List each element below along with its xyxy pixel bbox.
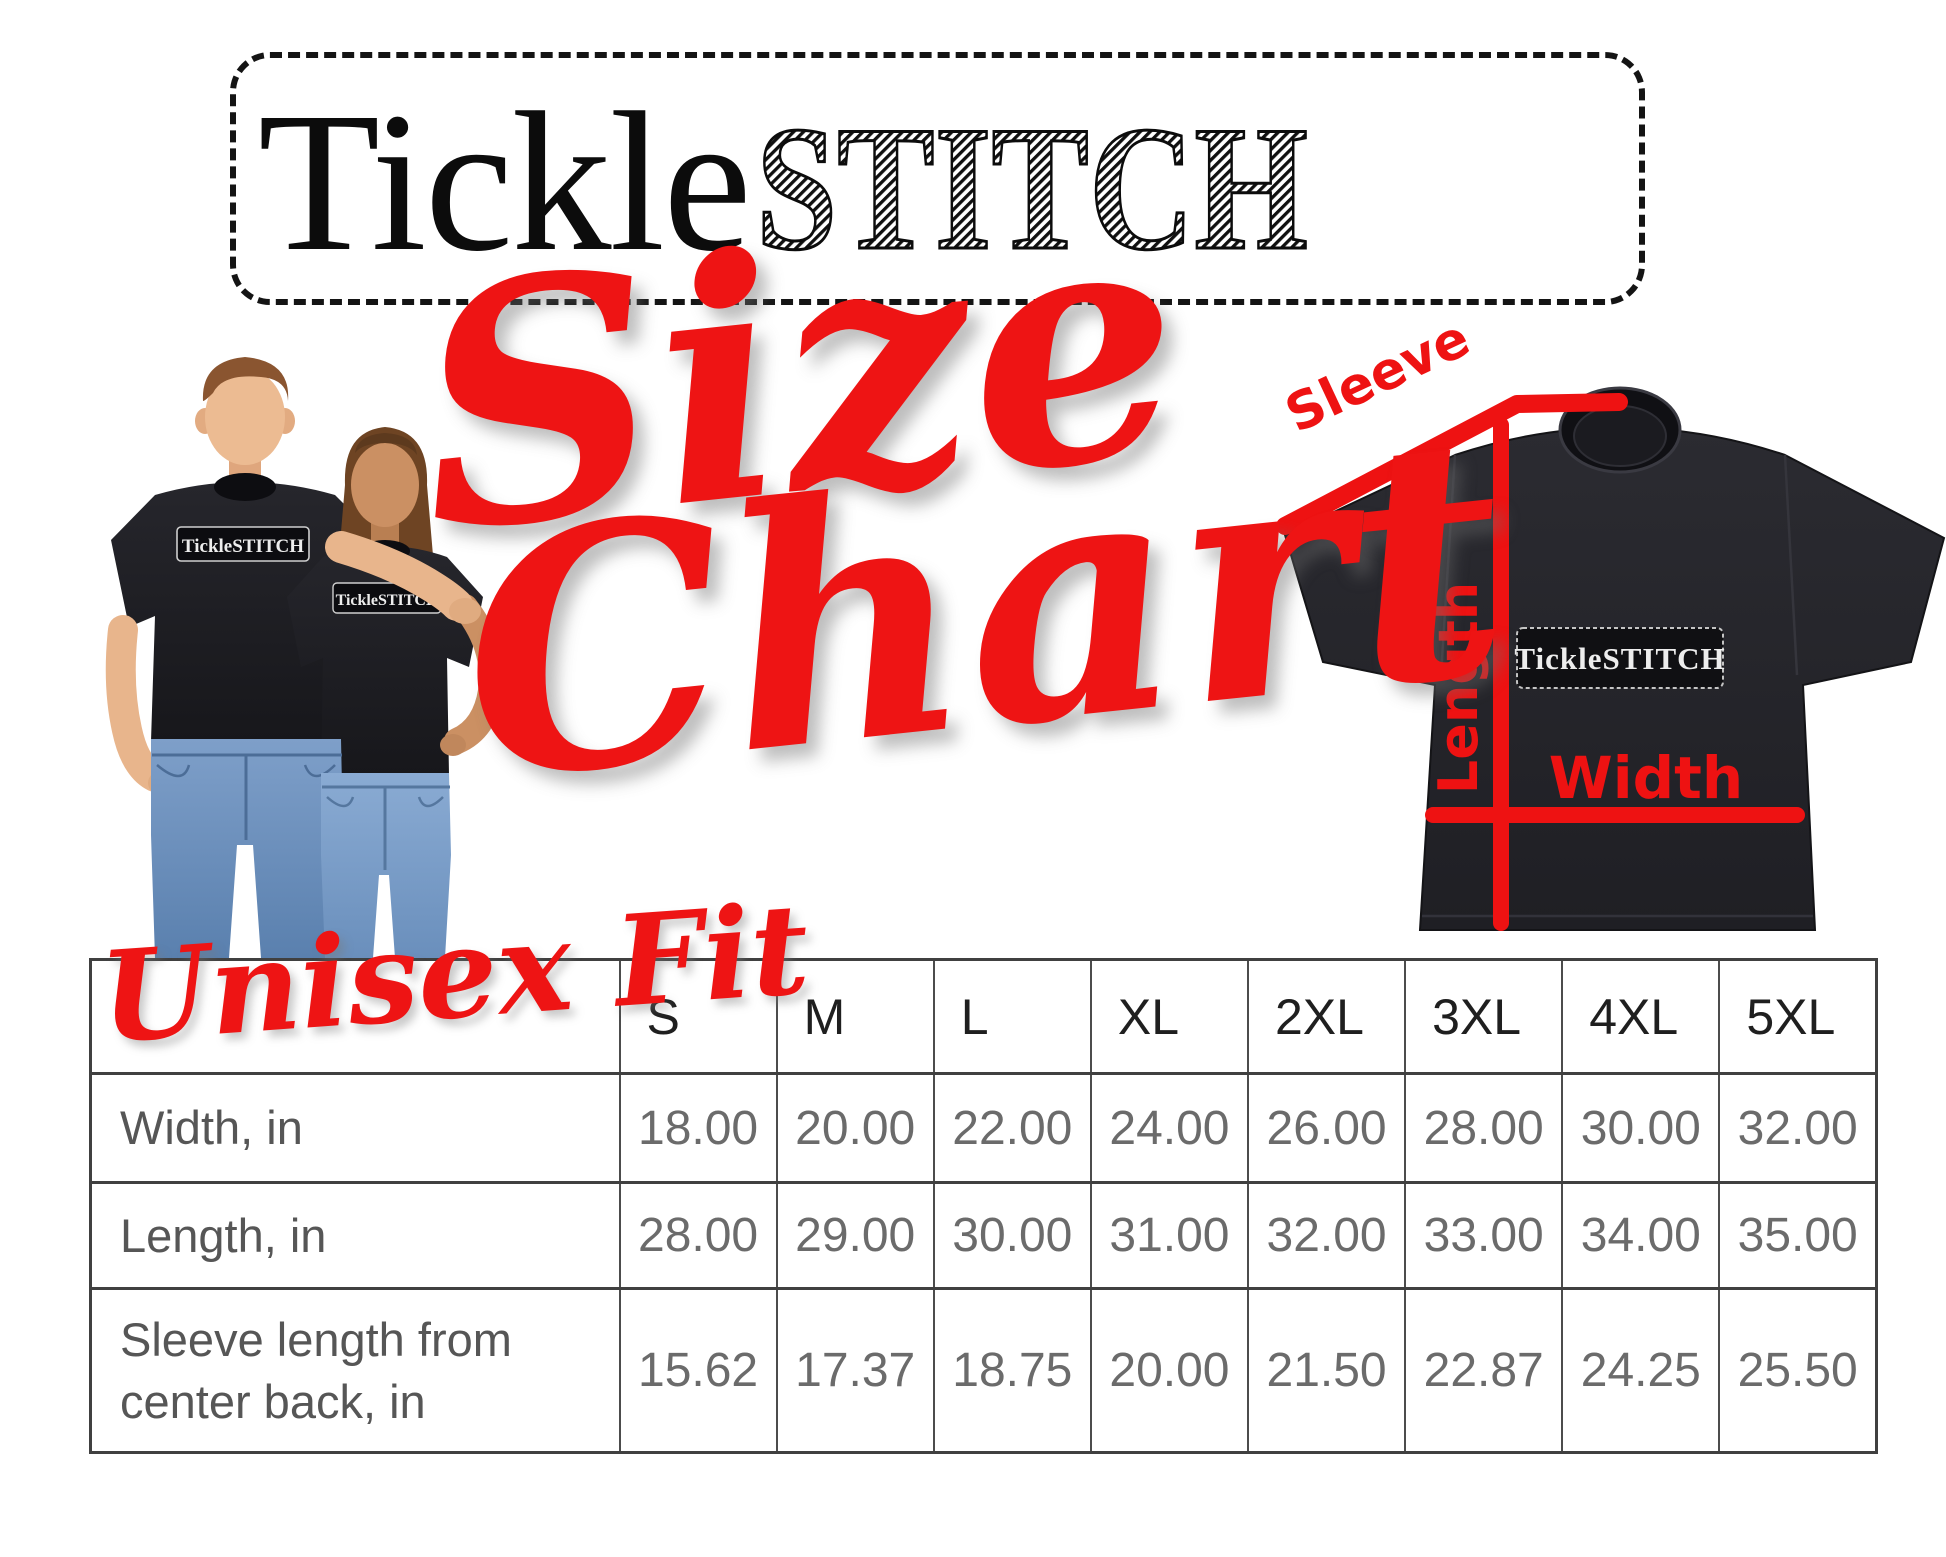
width-value-xl: 24.00	[1089, 1072, 1250, 1184]
diagram-shirt-logo-text: TickleSTITCH	[1514, 641, 1725, 676]
sleeve-value-m: 17.37	[775, 1287, 935, 1454]
size-header-s: S	[618, 958, 778, 1075]
woman-face	[351, 443, 419, 527]
man-right-arm	[105, 615, 170, 792]
width-value-2xl: 26.00	[1246, 1072, 1407, 1184]
brand-name-stitch-text: STITCH	[756, 89, 1308, 286]
size-header-4xl: 4XL	[1561, 958, 1721, 1075]
man-shirt-logo-patch	[176, 526, 310, 562]
sleeve-value-4xl: 24.25	[1561, 1287, 1721, 1454]
sleeve-measure-line	[1276, 393, 1628, 535]
table-header-row: S M L XL 2XL 3XL 4XL 5XL	[89, 958, 1878, 1075]
man-shirt-logo-text: TickleSTITCH	[182, 536, 304, 557]
man-face	[205, 369, 285, 465]
width-value-s: 18.00	[618, 1072, 778, 1184]
tshirt-measurement-diagram: TickleSTITCH Sleeve Length Width	[1276, 330, 1946, 931]
length-value-3xl: 33.00	[1404, 1181, 1564, 1290]
width-value-m: 20.00	[775, 1072, 935, 1184]
width-value-5xl: 32.00	[1718, 1072, 1878, 1184]
length-value-4xl: 34.00	[1561, 1181, 1721, 1290]
man-left-arm	[325, 531, 473, 621]
width-value-4xl: 30.00	[1561, 1072, 1721, 1184]
row-label-sleeve: Sleeve length from center back, in	[89, 1287, 621, 1454]
sleeve-value-2xl: 21.50	[1246, 1287, 1407, 1454]
size-header-m: M	[775, 958, 935, 1075]
size-header-l: L	[932, 958, 1092, 1075]
length-value-2xl: 32.00	[1246, 1181, 1407, 1290]
sleeve-value-xl: 20.00	[1089, 1287, 1250, 1454]
length-value-s: 28.00	[618, 1181, 778, 1290]
size-header-xl: XL	[1089, 958, 1250, 1075]
model-man: TickleSTITCH	[105, 357, 380, 796]
row-label-width: Width, in	[89, 1072, 621, 1184]
woman-left-arm	[444, 594, 505, 754]
length-value-l: 30.00	[932, 1181, 1092, 1290]
sleeve-value-5xl: 25.50	[1718, 1287, 1878, 1454]
width-value-3xl: 28.00	[1404, 1072, 1564, 1184]
man-jeans	[151, 739, 343, 958]
table-row-sleeve: Sleeve length from center back, in 15.62…	[89, 1287, 1878, 1454]
size-header-2xl: 2XL	[1246, 958, 1407, 1075]
length-label: Length	[1427, 582, 1490, 794]
length-value-xl: 31.00	[1089, 1181, 1250, 1290]
size-header-3xl: 3XL	[1404, 958, 1564, 1075]
man-hair	[202, 357, 289, 401]
size-header-5xl: 5XL	[1718, 958, 1878, 1075]
length-value-5xl: 35.00	[1718, 1181, 1878, 1290]
table-row-width: Width, in 18.00 20.00 22.00 24.00 26.00 …	[89, 1072, 1878, 1184]
row-label-length: Length, in	[89, 1181, 621, 1290]
brand-name-stitch: STITCH	[755, 88, 1310, 287]
sleeve-value-3xl: 22.87	[1404, 1287, 1564, 1454]
title-word-chart: Chart	[444, 360, 1523, 856]
size-table: S M L XL 2XL 3XL 4XL 5XL Width, in 18.00…	[89, 958, 1878, 1454]
brand-name-serif: Tickle	[258, 72, 752, 293]
width-label: Width	[1549, 744, 1743, 812]
table-corner-cell	[89, 958, 621, 1075]
diagram-shirt-logo-patch	[1516, 627, 1724, 689]
sleeve-value-s: 15.62	[618, 1287, 778, 1454]
brand-logo-box: Tickle STITCH	[230, 52, 1645, 305]
table-row-length: Length, in 28.00 29.00 30.00 31.00 32.00…	[89, 1181, 1878, 1290]
model-woman: TickleSTITCH	[287, 427, 505, 775]
sleeve-value-l: 18.75	[932, 1287, 1092, 1454]
length-value-m: 29.00	[775, 1181, 935, 1290]
woman-jeans	[321, 773, 451, 958]
width-value-l: 22.00	[932, 1072, 1092, 1184]
models-photo: TickleSTITCH TickleSTITCH	[105, 357, 505, 958]
woman-shirt-logo-text: TickleSTITCH	[336, 592, 439, 609]
